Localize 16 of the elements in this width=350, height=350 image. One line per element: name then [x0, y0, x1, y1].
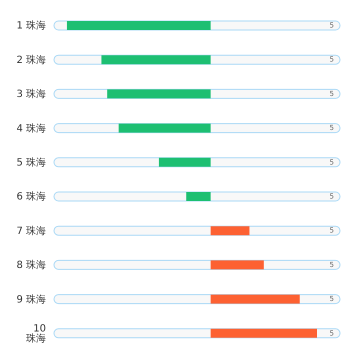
- bar: [210, 226, 250, 236]
- bar: [158, 158, 211, 167]
- y-tick-label: 6 珠海: [16, 190, 46, 203]
- y-tick-label: 10 珠海: [26, 323, 46, 344]
- y-tick-label: 9 珠海: [16, 293, 46, 306]
- y-tick-label: 7 珠海: [16, 224, 46, 237]
- bar: [118, 124, 211, 133]
- y-tick-label: 2 珠海: [16, 54, 46, 66]
- y-tick-label: 1 珠海: [16, 20, 46, 32]
- y-tick-label: 3 珠海: [16, 88, 46, 100]
- bar: [210, 294, 300, 304]
- bar: [186, 192, 211, 201]
- y-tick-label: 5 珠海: [16, 156, 46, 168]
- y-tick-label: 8 珠海: [16, 259, 46, 272]
- bar: [210, 260, 264, 270]
- y-tick-label: 4 珠海: [16, 122, 46, 134]
